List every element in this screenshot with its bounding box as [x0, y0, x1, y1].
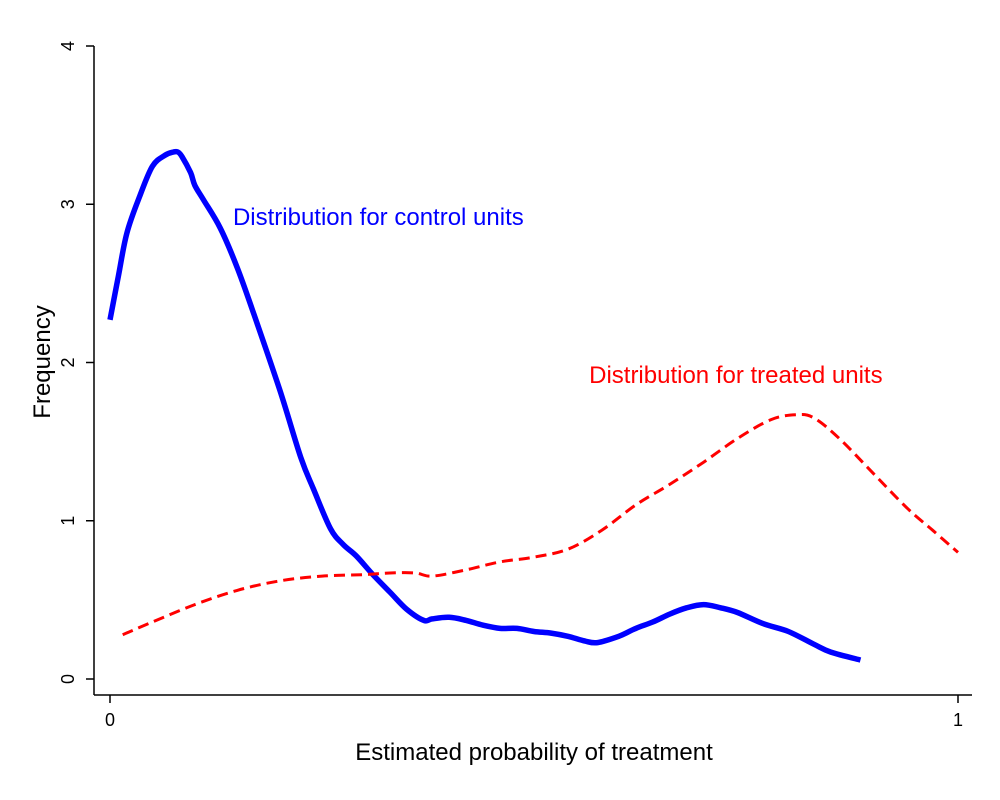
y-axis-ticks: 0 1 2 3 4 — [58, 41, 94, 684]
y-tick-label: 3 — [58, 199, 78, 209]
series-layer — [107, 148, 959, 663]
y-tick-label: 4 — [58, 41, 78, 51]
x-tick-label: 1 — [953, 710, 963, 730]
x-axis-title: Estimated probability of treatment — [355, 739, 713, 766]
x-tick-label: 0 — [105, 710, 115, 730]
y-tick-label: 1 — [58, 516, 78, 526]
y-tick-label: 0 — [58, 674, 78, 684]
y-axis-title: Frequency — [29, 305, 56, 418]
y-tick-label: 2 — [58, 357, 78, 367]
treated-units-label: Distribution for treated units — [589, 362, 882, 389]
treated-units-density-line — [122, 413, 959, 637]
control-units-label: Distribution for control units — [233, 204, 524, 231]
control-units-density-line — [107, 148, 862, 663]
annotation-layer: Distribution for control units Distributi… — [233, 204, 883, 389]
